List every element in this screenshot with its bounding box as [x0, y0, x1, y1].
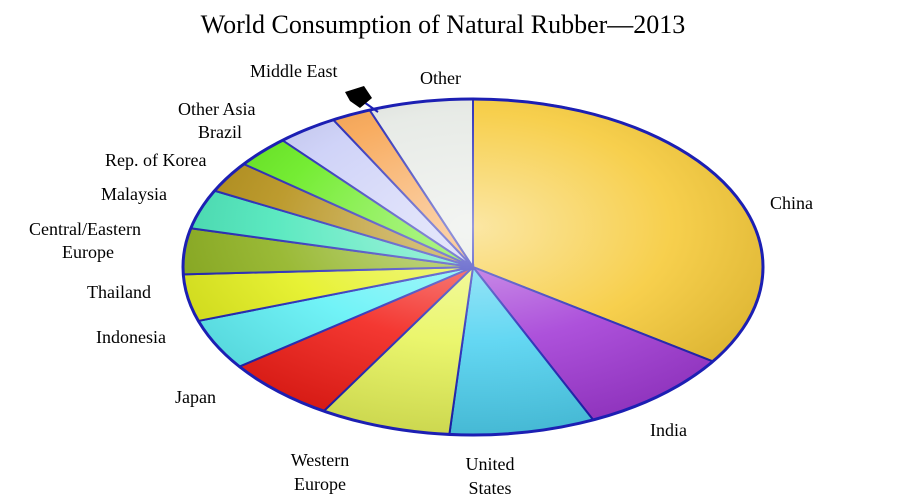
slice-label-middle-east: Middle East [250, 61, 338, 81]
slice-label-central-eastern-europe-line1: Central/Eastern [29, 219, 141, 239]
slice-label-other: Other [420, 68, 461, 88]
slice-label-central-eastern-europe-line2: Europe [62, 242, 114, 262]
slice-label-indonesia: Indonesia [96, 327, 166, 347]
slice-label-brazil: Brazil [198, 122, 242, 142]
slice-label-india: India [650, 420, 687, 440]
slice-label-western-europe-line2: Europe [294, 474, 346, 494]
slice-label-china: China [770, 193, 813, 213]
slice-label-malaysia: Malaysia [101, 184, 167, 204]
slice-label-japan: Japan [175, 387, 216, 407]
slice-label-other-asia: Other Asia [178, 99, 255, 119]
pie-shine-overlay [183, 99, 763, 435]
slice-label-united-states-line2: States [469, 478, 512, 498]
pie-outline [181, 97, 765, 437]
chart-title: World Consumption of Natural Rubber—2013 [201, 10, 686, 39]
slice-label-western-europe-line1: Western [291, 450, 350, 470]
slice-label-thailand: Thailand [87, 282, 151, 302]
slice-label-rep-of-korea: Rep. of Korea [105, 150, 206, 170]
slice-label-united-states-line1: United [466, 454, 515, 474]
arrow-marker-icon [345, 86, 372, 108]
